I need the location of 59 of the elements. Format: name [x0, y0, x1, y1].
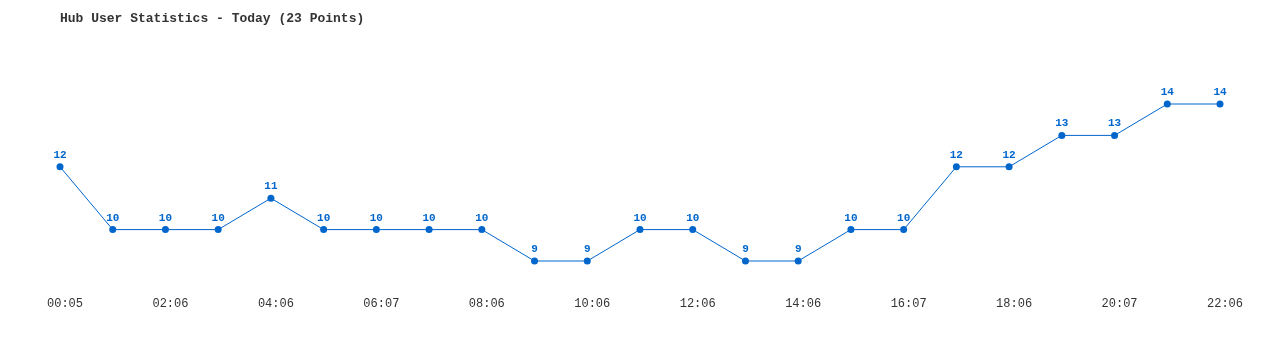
data-label: 12	[949, 148, 963, 161]
data-label: 10	[211, 211, 225, 224]
data-label: 14	[1160, 86, 1175, 98]
x-tick-label: 18:06	[996, 297, 1033, 311]
point	[56, 163, 64, 171]
x-tick-label: 08:06	[468, 297, 505, 311]
data-label: 10	[686, 211, 700, 224]
x-tick-label: 00:05	[46, 297, 84, 311]
data-label: 10	[844, 211, 858, 224]
x-tick-label: 22:06	[1206, 297, 1244, 311]
point	[1058, 131, 1066, 139]
point	[1216, 100, 1224, 108]
data-label: 9	[794, 243, 802, 255]
data-label: 10	[158, 211, 173, 224]
data-label: 10	[475, 211, 489, 224]
data-label: 10	[106, 211, 120, 224]
point	[1005, 163, 1013, 171]
data-label: 10	[633, 211, 647, 224]
data-label: 10	[422, 211, 436, 224]
point	[109, 226, 117, 234]
point	[847, 226, 855, 234]
point	[952, 163, 960, 171]
point	[583, 257, 591, 265]
x-tick-label: 16:07	[890, 297, 927, 311]
point	[372, 226, 380, 234]
point	[794, 257, 802, 265]
x-tick-label: 02:06	[152, 297, 189, 311]
point	[741, 257, 749, 265]
x-tick-label: 12:06	[679, 297, 716, 311]
data-label: 12	[1002, 148, 1016, 161]
data-label: 10	[317, 211, 331, 224]
data-label: 12	[53, 148, 67, 161]
data-label: 10	[369, 211, 383, 224]
point	[1111, 131, 1119, 139]
x-tick-label: 04:06	[257, 297, 294, 311]
x-tick-label: 20:07	[1101, 297, 1138, 311]
data-label: 11	[264, 180, 278, 193]
x-tick-label: 10:06	[574, 297, 611, 311]
point	[214, 226, 222, 234]
data-label: 14	[1213, 86, 1227, 98]
point	[900, 226, 908, 234]
data-label: 13	[1107, 117, 1122, 130]
data-label: 9	[742, 243, 749, 255]
data-label: 10	[897, 211, 911, 224]
point	[161, 226, 169, 234]
point	[478, 226, 486, 234]
data-label: 13	[1055, 117, 1069, 130]
point	[320, 226, 328, 234]
chart-title: Hub User Statistics - Today (23 Points)	[60, 11, 365, 26]
point	[425, 226, 433, 234]
data-label: 9	[583, 243, 591, 255]
point	[531, 257, 539, 265]
x-tick-label: 06:07	[363, 297, 400, 311]
data-label: 9	[531, 243, 538, 255]
point	[689, 226, 697, 234]
point	[267, 194, 275, 202]
point	[636, 226, 644, 234]
x-tick-label: 14:06	[785, 297, 822, 311]
point	[1163, 100, 1171, 108]
